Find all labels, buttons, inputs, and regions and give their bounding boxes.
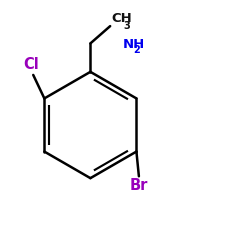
- Text: CH: CH: [112, 12, 132, 25]
- Text: NH: NH: [122, 38, 145, 51]
- Text: Br: Br: [130, 178, 148, 193]
- Text: 3: 3: [123, 20, 130, 30]
- Text: 2: 2: [133, 45, 140, 55]
- Text: Cl: Cl: [23, 58, 39, 72]
